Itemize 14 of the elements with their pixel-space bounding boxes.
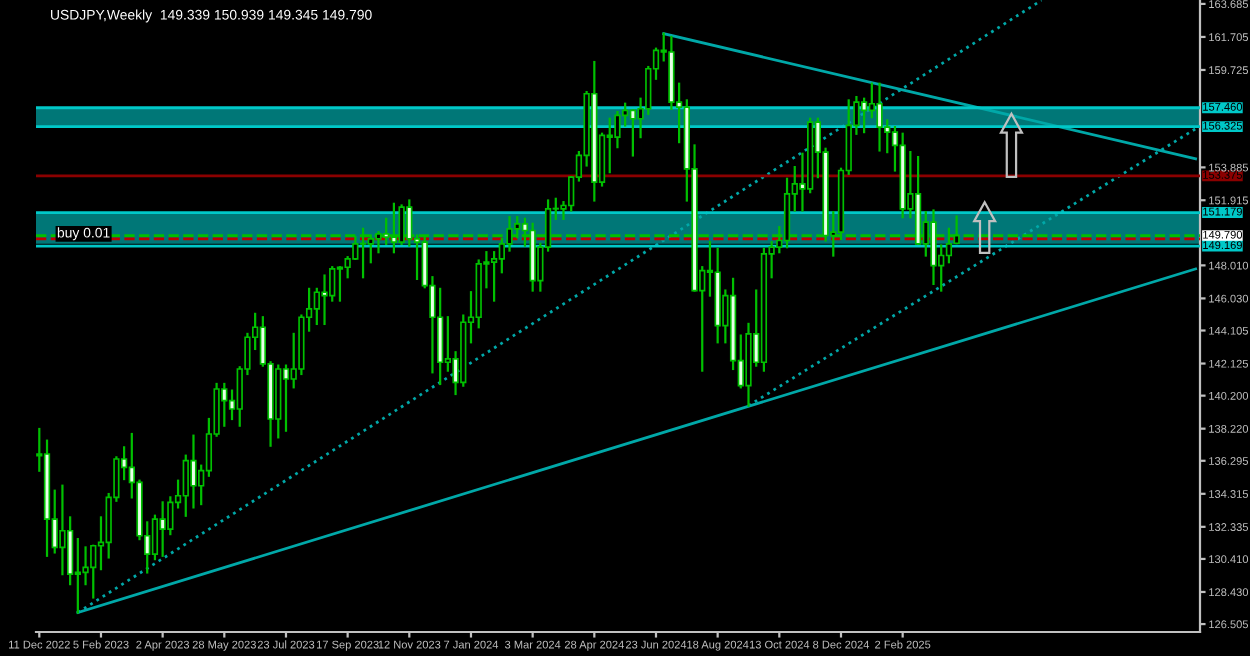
candlestick: [876, 82, 883, 152]
candlestick: [190, 434, 197, 509]
candlestick: [336, 266, 344, 302]
candlestick: [860, 97, 868, 134]
candlestick: [90, 544, 97, 599]
candlestick: [151, 514, 159, 561]
candlestick: [159, 501, 166, 557]
candlestick: [221, 382, 228, 427]
candlestick: [59, 484, 66, 576]
candlestick: [321, 274, 328, 326]
candlestick: [282, 364, 290, 432]
candlestick: [490, 251, 498, 302]
candlestick: [629, 109, 637, 157]
candlestick: [74, 537, 81, 614]
